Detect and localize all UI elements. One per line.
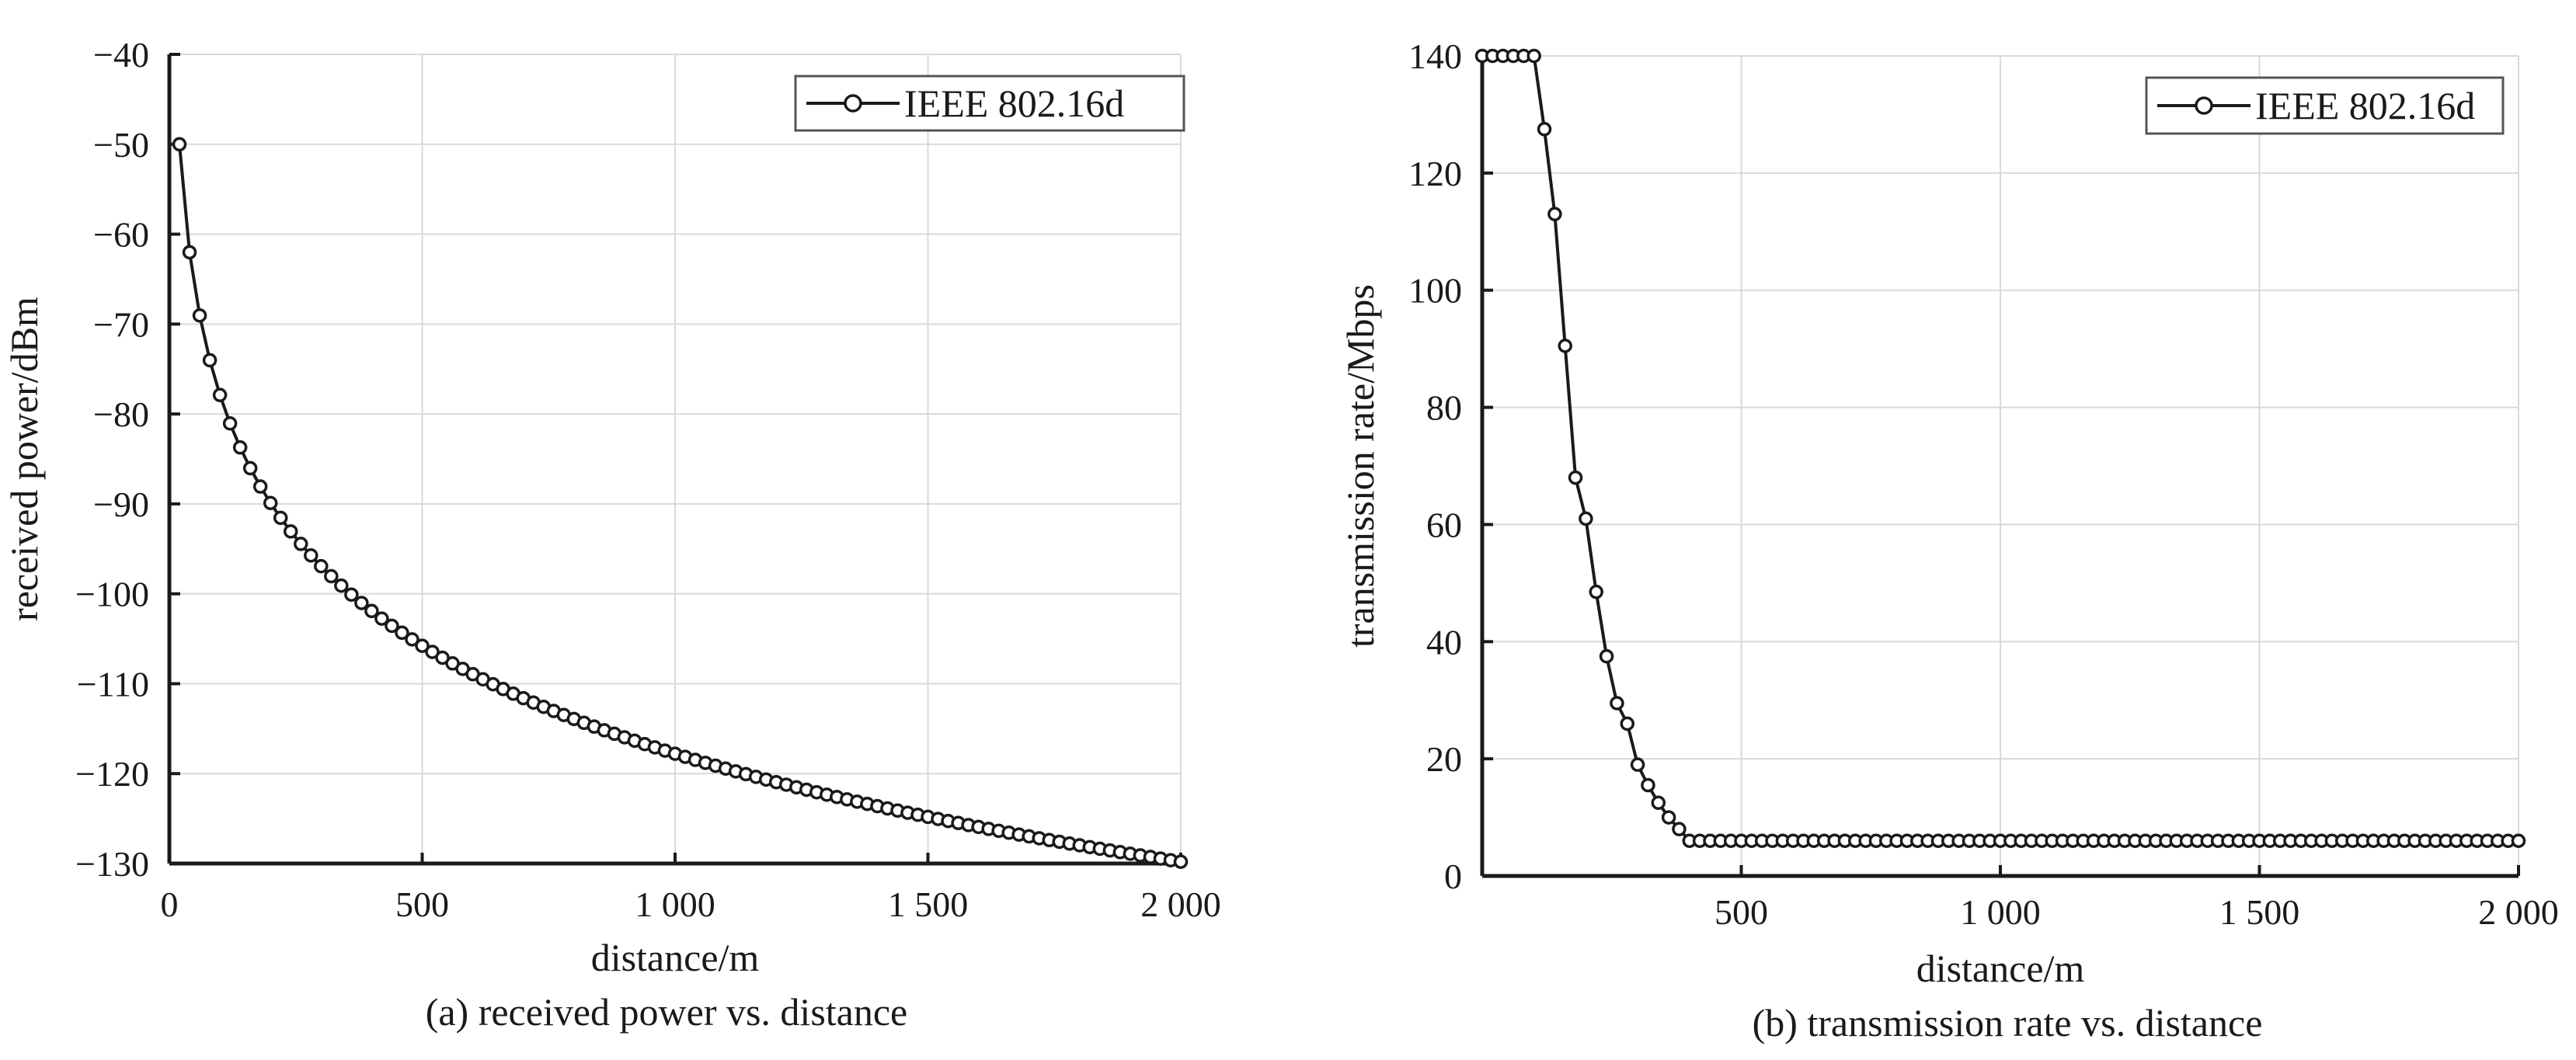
data-point xyxy=(395,625,409,641)
y-tick-label: −100 xyxy=(75,575,149,614)
x-tick-label: 1 500 xyxy=(888,884,969,924)
data-point xyxy=(273,510,288,526)
series-markers xyxy=(1474,48,2526,848)
y-axis-label: received power/dBm xyxy=(2,297,46,621)
y-tick-label: −70 xyxy=(93,304,149,344)
data-point xyxy=(415,638,430,653)
y-tick-label: 100 xyxy=(1408,271,1462,311)
y-tick-label: 140 xyxy=(1408,36,1462,76)
data-point xyxy=(1537,122,1552,137)
data-point xyxy=(172,137,187,152)
y-tick-label: −90 xyxy=(93,485,149,524)
data-point xyxy=(304,547,319,563)
data-point xyxy=(212,388,228,402)
data-point xyxy=(232,440,248,455)
data-point xyxy=(283,524,298,539)
chart-received-power: 0 500 1 000 1 500 2 000 −40 −50 −60 −70 −80 −90 −10… xyxy=(2,35,1221,1034)
y-tick-label: −130 xyxy=(75,844,149,884)
y-tick-label: −110 xyxy=(77,664,149,704)
data-point xyxy=(1579,511,1593,527)
data-point xyxy=(1630,757,1645,772)
y-tick-label: −60 xyxy=(93,215,149,255)
y-tick-label: 120 xyxy=(1408,154,1462,193)
data-point xyxy=(202,353,218,368)
y-tick-label: 80 xyxy=(1426,388,1462,428)
data-point xyxy=(1173,854,1189,869)
data-point xyxy=(354,596,369,610)
data-point xyxy=(242,460,258,476)
y-tick-label: 40 xyxy=(1426,622,1462,662)
y-tick-label: 60 xyxy=(1426,505,1462,544)
x-tick-label: 0 xyxy=(161,884,179,924)
x-tick-label: 1 000 xyxy=(635,884,715,924)
chart-transmission-rate: 500 1 000 1 500 2 000 0 20 40 60 80 100 120 140 dist… xyxy=(1338,36,2559,1044)
chart-caption: (b) transmission rate vs. distance xyxy=(1753,1001,2263,1044)
x-tick-label: 1 000 xyxy=(1960,892,2041,932)
data-point xyxy=(1610,696,1624,711)
x-tick-label: 2 000 xyxy=(2478,892,2559,932)
data-point xyxy=(1672,822,1687,836)
x-tick-label: 500 xyxy=(1714,892,1768,932)
data-point xyxy=(1651,795,1666,810)
y-tick-label: −50 xyxy=(93,125,149,165)
data-point xyxy=(1568,470,1583,485)
data-point xyxy=(1547,207,1562,221)
x-tick-label: 2 000 xyxy=(1140,884,1221,924)
data-point xyxy=(222,416,238,431)
data-point xyxy=(294,537,308,551)
data-point xyxy=(1620,716,1635,732)
y-tick-label: −80 xyxy=(93,394,149,434)
data-point xyxy=(1558,339,1572,353)
data-point xyxy=(1641,777,1655,793)
legend-marker xyxy=(2195,96,2213,115)
data-point xyxy=(364,603,379,619)
x-axis-label: distance/m xyxy=(591,936,760,979)
data-point xyxy=(1661,810,1676,825)
grid xyxy=(169,54,1182,864)
y-tick-label: −40 xyxy=(93,35,149,75)
data-point xyxy=(2511,833,2526,848)
x-axis-label: distance/m xyxy=(1916,947,2085,990)
data-point xyxy=(1526,48,1541,64)
data-point xyxy=(334,578,349,593)
data-point xyxy=(314,558,329,574)
series-markers xyxy=(172,137,1189,869)
y-tick-label: 20 xyxy=(1426,739,1462,779)
y-tick-label: 0 xyxy=(1444,857,1462,896)
data-point xyxy=(263,495,278,510)
y-axis-label: transmission rate/Mbps xyxy=(1338,284,1382,648)
data-point xyxy=(192,308,207,323)
data-point xyxy=(425,645,440,659)
data-point xyxy=(344,587,359,602)
data-point xyxy=(385,618,399,634)
data-point xyxy=(405,632,419,647)
legend: IEEE 802.16d xyxy=(2145,76,2505,135)
data-point xyxy=(252,479,268,494)
y-tick-label: −120 xyxy=(75,754,149,794)
legend-label: IEEE 802.16d xyxy=(904,82,1124,125)
grid xyxy=(1482,55,2519,877)
x-tick-label: 1 500 xyxy=(2219,892,2300,932)
legend: IEEE 802.16d xyxy=(794,75,1185,132)
data-point xyxy=(324,568,339,584)
data-point xyxy=(182,245,197,260)
data-point xyxy=(1589,584,1603,600)
legend-label: IEEE 802.16d xyxy=(2255,84,2475,127)
x-tick-label: 500 xyxy=(395,884,449,924)
data-point xyxy=(1599,648,1614,664)
legend-marker xyxy=(844,94,862,113)
chart-caption: (a) received power vs. distance xyxy=(426,990,908,1034)
data-point xyxy=(374,611,389,626)
